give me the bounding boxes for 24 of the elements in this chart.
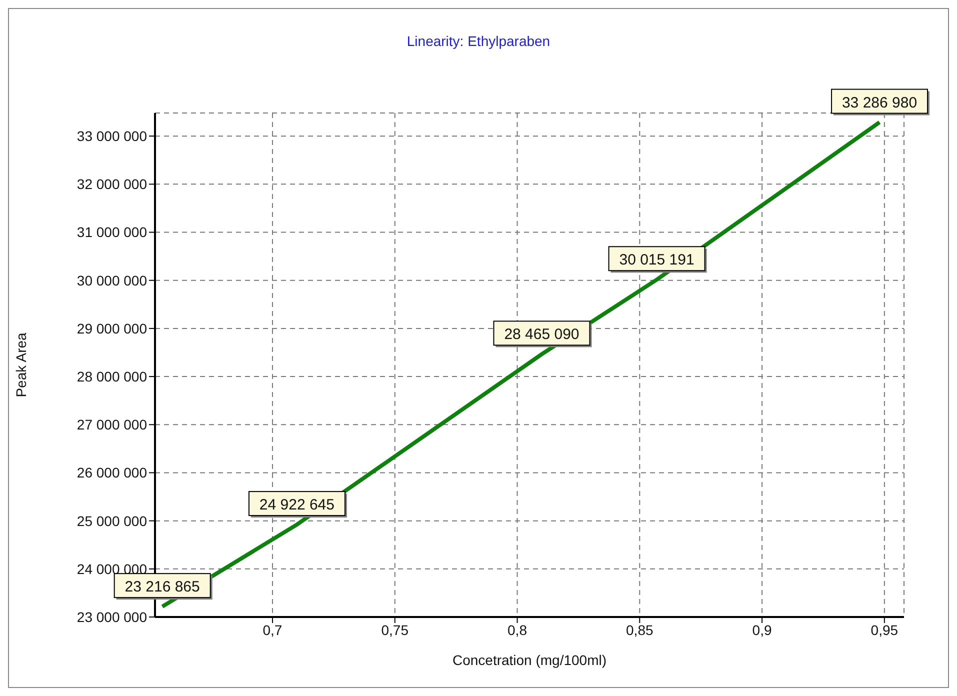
y-axis-title: Peak Area <box>12 332 29 398</box>
y-tick-label: 25 000 000 <box>76 512 148 529</box>
chart-title: Linearity: Ethylparaben <box>406 33 552 49</box>
y-tick-label: 33 000 000 <box>76 128 148 144</box>
data-label: 28 465 090 <box>504 326 580 344</box>
x-tick-label: 0,85 <box>626 622 654 638</box>
x-tick-label: 0,95 <box>870 622 898 638</box>
x-tick-label: 0,75 <box>381 622 409 638</box>
x-axis-title: Concetration (mg/100ml) <box>452 652 607 668</box>
y-tick-label: 29 000 000 <box>76 320 148 336</box>
data-label: 30 015 191 <box>619 252 694 269</box>
y-tick-label: 23 000 000 <box>76 608 148 625</box>
y-tick-label: 27 000 000 <box>76 416 148 433</box>
x-tick-label: 0,9 <box>752 622 772 638</box>
y-tick-label: 32 000 000 <box>76 176 148 192</box>
y-tick-label: 26 000 000 <box>76 464 148 481</box>
x-tick-label: 0,7 <box>262 622 282 638</box>
data-label: 24 922 645 <box>259 496 335 514</box>
data-label: 23 216 865 <box>124 578 200 596</box>
data-label: 33 286 980 <box>842 94 918 112</box>
y-tick-label: 31 000 000 <box>76 224 148 240</box>
y-tick-label: 30 000 000 <box>76 272 148 288</box>
y-tick-label: 28 000 000 <box>76 368 148 385</box>
x-tick-label: 0,8 <box>508 622 528 638</box>
